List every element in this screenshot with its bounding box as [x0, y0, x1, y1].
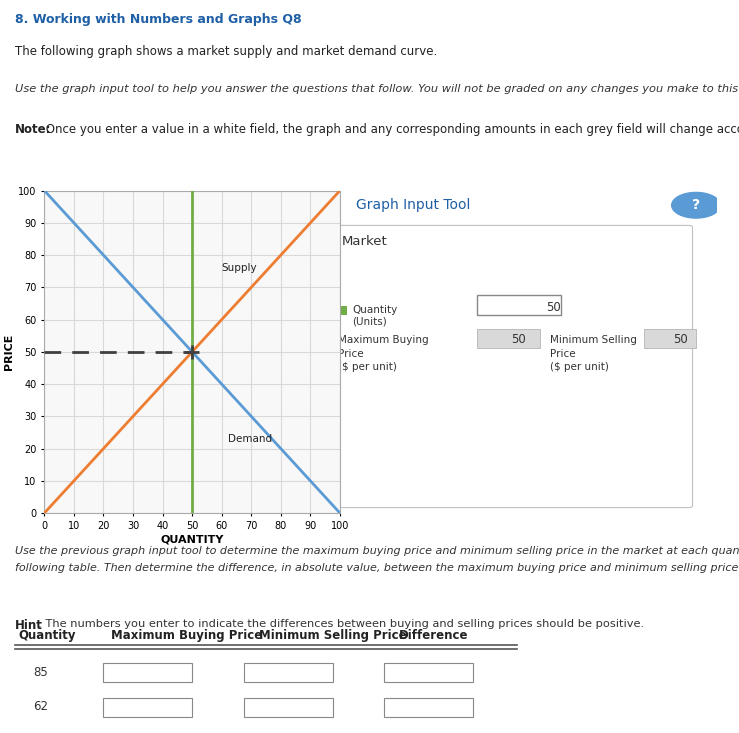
Text: $: $ [112, 702, 119, 712]
Text: $: $ [253, 668, 259, 677]
Text: : The numbers you enter to indicate the differences between buying and selling p: : The numbers you enter to indicate the … [38, 619, 644, 629]
Text: Market: Market [341, 235, 387, 248]
Text: Maximum Buying Price: Maximum Buying Price [111, 628, 262, 641]
Text: 50: 50 [673, 334, 688, 346]
Y-axis label: PRICE: PRICE [4, 334, 14, 370]
Text: Quantity
(Units): Quantity (Units) [352, 305, 398, 326]
Text: Use the previous graph input tool to determine the maximum buying price and mini: Use the previous graph input tool to det… [15, 546, 739, 572]
Text: Maximum Buying
Price
($ per unit): Maximum Buying Price ($ per unit) [338, 335, 429, 372]
FancyBboxPatch shape [384, 663, 473, 682]
Text: 62: 62 [33, 700, 48, 712]
Circle shape [672, 193, 721, 218]
FancyBboxPatch shape [244, 698, 333, 717]
FancyBboxPatch shape [477, 295, 560, 315]
FancyBboxPatch shape [384, 698, 473, 717]
Text: 50: 50 [546, 301, 560, 314]
Text: Note:: Note: [15, 122, 51, 136]
X-axis label: QUANTITY: QUANTITY [160, 535, 224, 545]
Text: Minimum Selling
Price
($ per unit): Minimum Selling Price ($ per unit) [550, 335, 637, 372]
FancyBboxPatch shape [324, 226, 692, 507]
FancyBboxPatch shape [244, 663, 333, 682]
Text: ?: ? [692, 197, 700, 212]
Bar [338, 306, 347, 315]
FancyBboxPatch shape [103, 698, 192, 717]
FancyBboxPatch shape [16, 165, 723, 539]
Text: Demand: Demand [228, 434, 272, 444]
Text: 8. Working with Numbers and Graphs Q8: 8. Working with Numbers and Graphs Q8 [15, 13, 302, 26]
Text: Hint: Hint [15, 619, 43, 632]
FancyBboxPatch shape [103, 663, 192, 682]
Text: Graph Input Tool: Graph Input Tool [355, 198, 470, 212]
Text: Quantity: Quantity [18, 628, 76, 641]
Text: $: $ [253, 702, 259, 712]
Text: Minimum Selling Price: Minimum Selling Price [259, 628, 406, 641]
Text: Once you enter a value in a white field, the graph and any corresponding amounts: Once you enter a value in a white field,… [42, 122, 739, 136]
Text: Difference: Difference [399, 628, 469, 641]
FancyBboxPatch shape [644, 329, 696, 348]
Text: 85: 85 [33, 666, 48, 679]
Text: $: $ [112, 668, 119, 677]
Text: $: $ [393, 702, 400, 712]
Text: 50: 50 [511, 334, 526, 346]
Text: $: $ [393, 668, 400, 677]
Text: Use the graph input tool to help you answer the questions that follow. You will : Use the graph input tool to help you ans… [15, 84, 739, 94]
Text: The following graph shows a market supply and market demand curve.: The following graph shows a market suppl… [15, 45, 437, 58]
FancyBboxPatch shape [477, 329, 539, 348]
Text: Supply: Supply [222, 263, 257, 273]
